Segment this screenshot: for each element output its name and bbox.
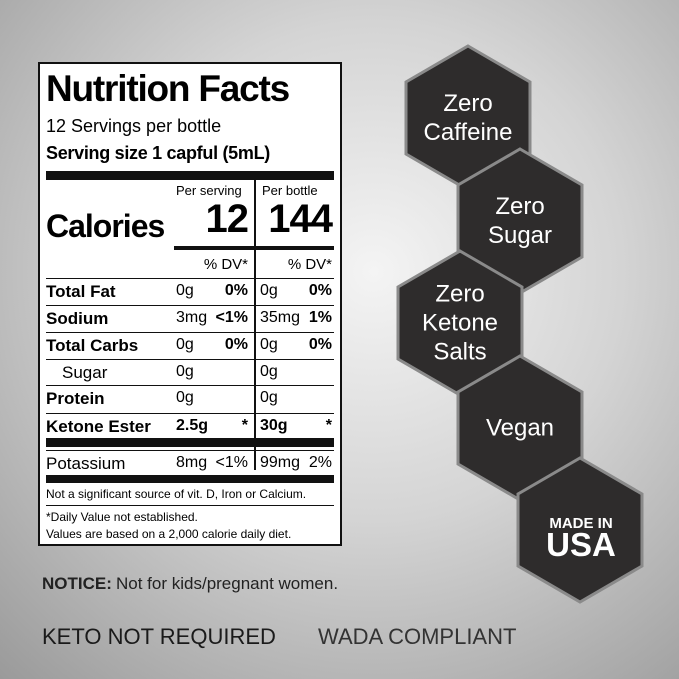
servings: 12 Servings per bottle (46, 116, 222, 136)
serving-size: Serving size 1 capful (5mL) (46, 143, 270, 163)
hexagon (516, 456, 644, 604)
daily-value: 1% (308, 309, 332, 326)
daily-value: * (241, 417, 248, 434)
amount: 99mg (260, 454, 301, 471)
amount: 35mg (260, 309, 301, 326)
amount: 0g (260, 363, 278, 380)
daily-value: 0% (224, 282, 248, 299)
notice-label: NOTICE: (42, 574, 112, 593)
nutrient-name: Potassium (46, 454, 126, 473)
badge-text: Zero Caffeine (423, 90, 513, 146)
badge-text: Vegan (485, 414, 555, 442)
daily-value: <1% (215, 309, 248, 326)
column-divider (254, 180, 256, 470)
calories-value: 12 (205, 197, 249, 241)
calories-label: Calories (46, 208, 165, 244)
nutrition-label: Nutrition Facts 12 Servings per bottle Ser… (38, 62, 342, 546)
footer-text: KETO NOT REQUIRED (42, 624, 276, 649)
amount: 0g (176, 282, 194, 299)
amount: 8mg (176, 454, 208, 471)
footer-text: WADA COMPLIANT (318, 624, 517, 649)
daily-value: <1% (215, 454, 248, 471)
amount: 3mg (176, 309, 208, 326)
dv-header: % DV* (287, 256, 332, 273)
amount: 2.5g (176, 417, 209, 434)
row-rule (46, 359, 334, 360)
amount: 0g (176, 389, 194, 406)
medium-rule (174, 246, 334, 250)
column-header: Per serving (176, 183, 242, 198)
row-rule (46, 305, 334, 306)
row-rule (46, 278, 334, 279)
daily-value: 0% (308, 336, 332, 353)
footnote: Not a significant source of vit. D, Iron… (46, 487, 307, 501)
nutrient-name: Protein (46, 389, 105, 408)
footnote: Values are based on a 2,000 calorie dail… (46, 527, 292, 541)
thick-rule (46, 438, 334, 447)
amount: 0g (176, 336, 194, 353)
row-rule (46, 450, 334, 451)
nutrient-name: Ketone Ester (46, 417, 151, 436)
footnote: *Daily Value not established. (46, 510, 198, 524)
dv-header: % DV* (203, 256, 248, 273)
daily-value: 0% (224, 336, 248, 353)
amount: 0g (260, 282, 278, 299)
amount: 30g (260, 417, 288, 434)
thick-rule (46, 171, 334, 180)
calories-value: 144 (268, 197, 333, 241)
made-in-top: MADE IN (549, 515, 613, 532)
badge-text: Zero Sugar (487, 193, 553, 249)
nutrient-name: Sodium (46, 309, 109, 328)
column-header: Per bottle (262, 183, 318, 198)
daily-value: 0% (308, 282, 332, 299)
amount: 0g (176, 363, 194, 380)
thick-rule (46, 475, 334, 483)
label-title: Nutrition Facts (46, 68, 290, 109)
amount: 0g (260, 336, 278, 353)
daily-value: * (325, 417, 332, 434)
notice-text: Not for kids/pregnant women. (116, 574, 339, 593)
amount: 0g (260, 389, 278, 406)
row-rule (46, 332, 334, 333)
nutrient-name: Total Carbs (46, 336, 139, 355)
daily-value: 2% (308, 454, 332, 471)
row-rule (46, 505, 334, 506)
nutrient-name: Total Fat (46, 282, 116, 301)
nutrient-name: Sugar (62, 363, 108, 382)
row-rule (46, 385, 334, 386)
badge-text: Zero Ketone Salts (421, 280, 499, 366)
made-in-country: USA (546, 526, 616, 563)
row-rule (46, 413, 334, 414)
